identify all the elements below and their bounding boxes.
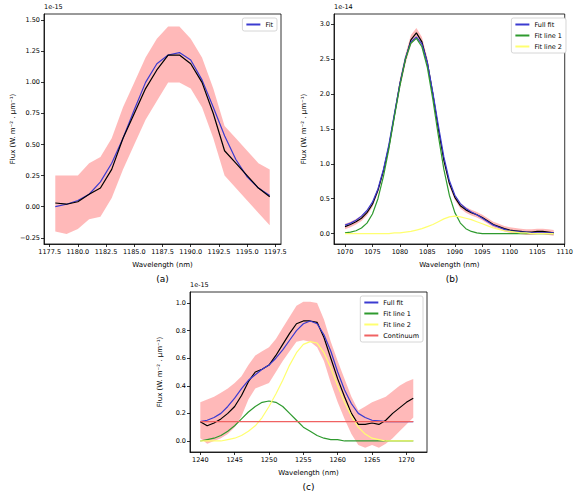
svg-text:1090: 1090	[447, 248, 464, 256]
svg-text:Fit line 2: Fit line 2	[383, 321, 411, 329]
svg-text:1250: 1250	[261, 456, 278, 464]
svg-text:Wavelength (nm): Wavelength (nm)	[132, 261, 193, 269]
svg-text:Flux (W. m⁻² . μm⁻¹): Flux (W. m⁻² . μm⁻¹)	[9, 93, 17, 164]
svg-text:1180.0: 1180.0	[66, 248, 89, 256]
svg-text:Fit line 1: Fit line 1	[534, 32, 562, 40]
svg-text:0.5: 0.5	[320, 195, 330, 203]
svg-text:0.2: 0.2	[176, 409, 186, 417]
svg-text:1240: 1240	[192, 456, 209, 464]
svg-text:0.8: 0.8	[176, 327, 186, 335]
svg-text:−0.25: −0.25	[20, 234, 40, 242]
svg-text:1.5: 1.5	[320, 125, 330, 133]
svg-text:1177.5: 1177.5	[38, 248, 61, 256]
svg-text:1187.5: 1187.5	[151, 248, 174, 256]
svg-text:1270: 1270	[398, 456, 415, 464]
svg-text:1182.5: 1182.5	[95, 248, 118, 256]
svg-text:1e-15: 1e-15	[190, 281, 209, 289]
svg-text:1.0: 1.0	[320, 160, 330, 168]
svg-text:0.00: 0.00	[26, 203, 40, 211]
svg-text:1185.0: 1185.0	[123, 248, 146, 256]
svg-text:(c): (c)	[303, 482, 315, 492]
svg-text:1095: 1095	[474, 248, 491, 256]
svg-text:Flux (W. m⁻² . μm⁻¹): Flux (W. m⁻² . μm⁻¹)	[156, 336, 164, 407]
svg-text:Flux (W. m⁻² . μm⁻¹): Flux (W. m⁻² . μm⁻¹)	[300, 93, 308, 164]
svg-text:Fit line 1: Fit line 1	[383, 310, 411, 318]
svg-text:Fit: Fit	[265, 21, 273, 29]
svg-text:(b): (b)	[446, 274, 459, 284]
svg-text:Wavelength (nm): Wavelength (nm)	[419, 261, 480, 269]
svg-text:1075: 1075	[364, 248, 381, 256]
svg-text:1100: 1100	[502, 248, 519, 256]
svg-text:1080: 1080	[392, 248, 409, 256]
svg-text:Fit line 2: Fit line 2	[534, 43, 562, 51]
svg-text:1.50: 1.50	[26, 16, 40, 24]
svg-text:1e-14: 1e-14	[334, 3, 353, 11]
svg-text:1192.5: 1192.5	[208, 248, 231, 256]
svg-text:2.5: 2.5	[320, 55, 330, 63]
svg-text:1190.0: 1190.0	[179, 248, 202, 256]
svg-text:1197.5: 1197.5	[264, 248, 287, 256]
svg-text:0.0: 0.0	[320, 230, 330, 238]
svg-text:1260: 1260	[329, 456, 346, 464]
svg-text:1255: 1255	[295, 456, 312, 464]
svg-text:3.0: 3.0	[320, 20, 330, 28]
svg-text:1.25: 1.25	[26, 47, 40, 55]
svg-text:0.50: 0.50	[26, 141, 40, 149]
svg-text:1.0: 1.0	[176, 299, 186, 307]
svg-text:Wavelength (nm): Wavelength (nm)	[278, 469, 339, 477]
svg-text:(a): (a)	[156, 274, 169, 284]
svg-text:0.6: 0.6	[176, 354, 186, 362]
svg-text:1195.0: 1195.0	[236, 248, 259, 256]
svg-text:Full fit: Full fit	[534, 21, 554, 29]
svg-text:0.4: 0.4	[176, 382, 186, 390]
svg-text:1110: 1110	[556, 248, 573, 256]
svg-text:Continuum: Continuum	[383, 332, 419, 340]
svg-text:1245: 1245	[226, 456, 243, 464]
svg-text:1e-15: 1e-15	[44, 3, 63, 11]
svg-text:1265: 1265	[364, 456, 381, 464]
svg-text:0.25: 0.25	[26, 172, 40, 180]
svg-text:0.0: 0.0	[176, 437, 186, 445]
svg-text:1105: 1105	[529, 248, 546, 256]
svg-text:1085: 1085	[419, 248, 436, 256]
svg-text:1.00: 1.00	[26, 78, 40, 86]
svg-text:0.75: 0.75	[26, 109, 40, 117]
svg-text:Full fit: Full fit	[383, 299, 403, 307]
svg-text:1070: 1070	[337, 248, 354, 256]
svg-text:2.0: 2.0	[320, 90, 330, 98]
